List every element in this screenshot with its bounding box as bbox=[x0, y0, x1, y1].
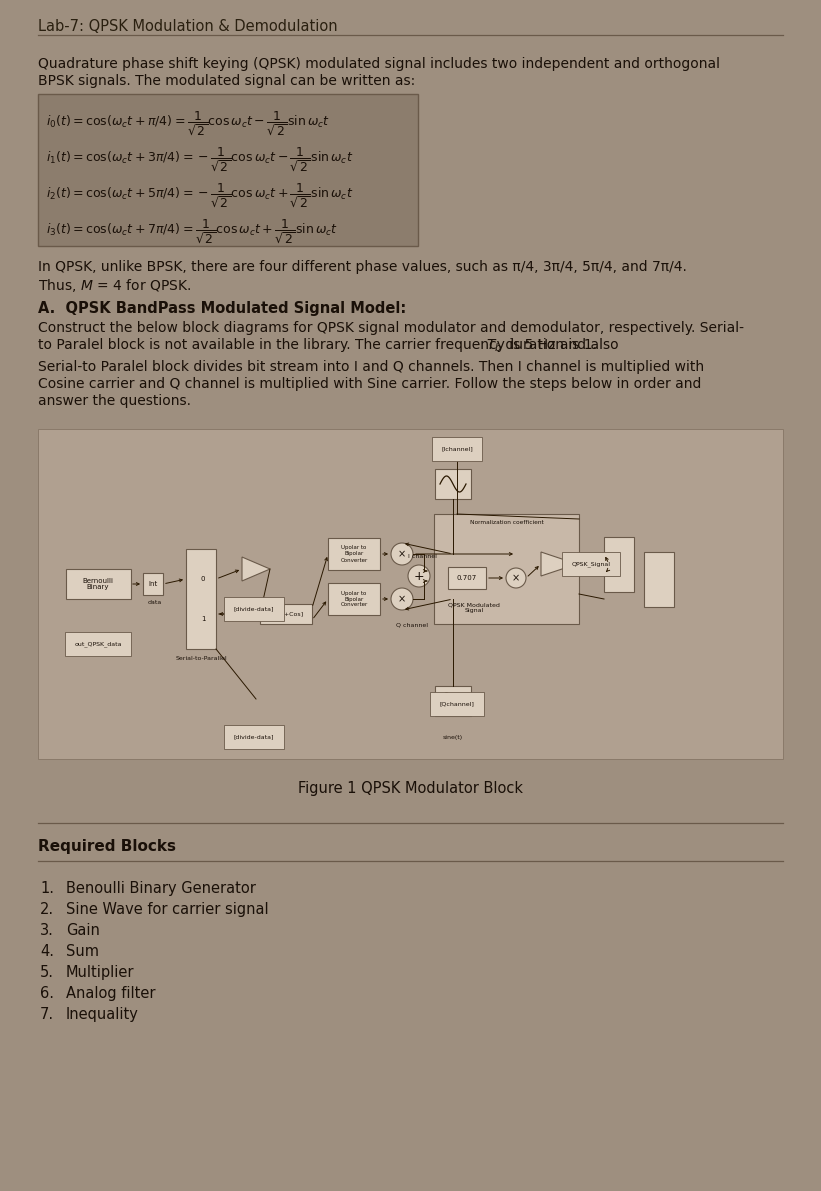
Text: $i_2(t) = \cos(\omega_c t + 5\pi/4) = -\dfrac{1}{\sqrt{2}}\cos\omega_c t + \dfra: $i_2(t) = \cos(\omega_c t + 5\pi/4) = -\… bbox=[46, 182, 353, 210]
Text: Converter: Converter bbox=[341, 603, 368, 607]
Text: Binary: Binary bbox=[87, 584, 109, 590]
Text: Lab-7: QPSK Modulation & Demodulation: Lab-7: QPSK Modulation & Demodulation bbox=[38, 19, 337, 35]
Text: 0.707: 0.707 bbox=[456, 575, 477, 581]
Text: Sine Wave for carrier signal: Sine Wave for carrier signal bbox=[66, 902, 268, 917]
FancyBboxPatch shape bbox=[328, 584, 380, 615]
Text: Converter: Converter bbox=[341, 557, 368, 562]
Text: to Paralel block is not available in the library. The carrier frequency is 5 Hz : to Paralel block is not available in the… bbox=[38, 338, 623, 353]
Text: out_QPSK_data: out_QPSK_data bbox=[74, 641, 122, 647]
Text: data: data bbox=[148, 599, 162, 605]
Text: cosine(t): cosine(t) bbox=[439, 447, 467, 451]
Text: 1.: 1. bbox=[40, 881, 54, 896]
Text: Bipolar: Bipolar bbox=[344, 551, 364, 556]
Circle shape bbox=[391, 543, 413, 565]
Text: A.  QPSK BandPass Modulated Signal Model:: A. QPSK BandPass Modulated Signal Model: bbox=[38, 301, 406, 316]
Text: Normalization coefficient: Normalization coefficient bbox=[470, 520, 544, 525]
FancyBboxPatch shape bbox=[434, 515, 579, 624]
Text: Bernoulli: Bernoulli bbox=[82, 578, 113, 584]
Text: Required Blocks: Required Blocks bbox=[38, 838, 176, 854]
Text: [divide-data]: [divide-data] bbox=[234, 735, 274, 740]
Text: Inequality: Inequality bbox=[66, 1008, 139, 1022]
Text: Analog filter: Analog filter bbox=[66, 986, 155, 1000]
Text: [divide-data]: [divide-data] bbox=[234, 606, 274, 611]
Text: [Ichannel]: [Ichannel] bbox=[441, 447, 473, 451]
Text: Cosine carrier and Q channel is multiplied with Sine carrier. Follow the steps b: Cosine carrier and Q channel is multipli… bbox=[38, 378, 701, 391]
Text: sine(t): sine(t) bbox=[443, 735, 463, 740]
Circle shape bbox=[506, 568, 526, 588]
Text: ×: × bbox=[398, 549, 406, 559]
Text: Q channel: Q channel bbox=[396, 623, 428, 628]
Text: Gain: Gain bbox=[66, 923, 100, 939]
FancyBboxPatch shape bbox=[604, 536, 634, 592]
Text: Int: Int bbox=[149, 581, 158, 587]
FancyBboxPatch shape bbox=[328, 538, 380, 570]
Polygon shape bbox=[242, 557, 270, 581]
Text: 1: 1 bbox=[201, 616, 205, 622]
Text: 3.: 3. bbox=[40, 923, 54, 939]
Text: QPSK Modulated
Signal: QPSK Modulated Signal bbox=[448, 603, 500, 613]
Text: $i_1(t) = \cos(\omega_c t + 3\pi/4) = -\dfrac{1}{\sqrt{2}}\cos\omega_c t - \dfra: $i_1(t) = \cos(\omega_c t + 3\pi/4) = -\… bbox=[46, 146, 353, 174]
Text: Serial-to-Parallel: Serial-to-Parallel bbox=[175, 656, 227, 661]
Circle shape bbox=[391, 588, 413, 610]
Text: [Sine+Cos]: [Sine+Cos] bbox=[268, 611, 304, 617]
FancyBboxPatch shape bbox=[448, 567, 486, 590]
Polygon shape bbox=[541, 551, 577, 576]
FancyBboxPatch shape bbox=[186, 549, 216, 649]
Text: 0: 0 bbox=[201, 576, 205, 582]
Text: ×: × bbox=[398, 594, 406, 604]
Text: Figure 1 QPSK Modulator Block: Figure 1 QPSK Modulator Block bbox=[298, 781, 523, 796]
Text: $i_3(t) = \cos(\omega_c t + 7\pi/4) = \dfrac{1}{\sqrt{2}}\cos\omega_c t + \dfrac: $i_3(t) = \cos(\omega_c t + 7\pi/4) = \d… bbox=[46, 218, 338, 247]
Text: answer the questions.: answer the questions. bbox=[38, 394, 191, 409]
Text: 5.: 5. bbox=[40, 965, 54, 980]
Text: duration is 1.: duration is 1. bbox=[501, 338, 597, 353]
FancyBboxPatch shape bbox=[38, 429, 783, 759]
Text: $i_0(t) = \cos(\omega_c t + \pi/4) = \dfrac{1}{\sqrt{2}}\cos\omega_c t - \dfrac{: $i_0(t) = \cos(\omega_c t + \pi/4) = \df… bbox=[46, 110, 330, 138]
Text: Construct the below block diagrams for QPSK signal modulator and demodulator, re: Construct the below block diagrams for Q… bbox=[38, 322, 744, 335]
FancyBboxPatch shape bbox=[435, 686, 471, 716]
Text: Bipolar: Bipolar bbox=[344, 597, 364, 601]
Text: Thus, $M$ = 4 for QPSK.: Thus, $M$ = 4 for QPSK. bbox=[38, 278, 191, 294]
Circle shape bbox=[408, 565, 430, 587]
Text: ×: × bbox=[512, 573, 520, 584]
Text: 2.: 2. bbox=[40, 902, 54, 917]
Text: I channel: I channel bbox=[407, 554, 437, 559]
Text: Serial-to Paralel block divides bit stream into I and Q channels. Then I channel: Serial-to Paralel block divides bit stre… bbox=[38, 360, 704, 374]
Text: Upolar to: Upolar to bbox=[342, 591, 367, 596]
Text: +: + bbox=[414, 569, 424, 582]
Text: 6.: 6. bbox=[40, 986, 54, 1000]
Text: Multiplier: Multiplier bbox=[66, 965, 135, 980]
Text: Quadrature phase shift keying (QPSK) modulated signal includes two independent a: Quadrature phase shift keying (QPSK) mod… bbox=[38, 57, 720, 71]
FancyBboxPatch shape bbox=[260, 604, 312, 624]
Text: $T_b$: $T_b$ bbox=[486, 338, 502, 355]
Text: Benoulli Binary Generator: Benoulli Binary Generator bbox=[66, 881, 256, 896]
Text: Upolar to: Upolar to bbox=[342, 545, 367, 550]
FancyBboxPatch shape bbox=[38, 94, 418, 247]
FancyBboxPatch shape bbox=[66, 569, 131, 599]
Text: Sum: Sum bbox=[66, 944, 99, 959]
Text: [Qchannel]: [Qchannel] bbox=[439, 701, 475, 706]
Text: BPSK signals. The modulated signal can be written as:: BPSK signals. The modulated signal can b… bbox=[38, 74, 415, 88]
Text: In QPSK, unlike BPSK, there are four different phase values, such as π/4, 3π/4, : In QPSK, unlike BPSK, there are four dif… bbox=[38, 260, 687, 274]
Text: 7.: 7. bbox=[40, 1008, 54, 1022]
FancyBboxPatch shape bbox=[435, 469, 471, 499]
FancyBboxPatch shape bbox=[644, 551, 674, 606]
Text: QPSK_Signal: QPSK_Signal bbox=[571, 561, 611, 567]
Text: 4.: 4. bbox=[40, 944, 54, 959]
FancyBboxPatch shape bbox=[143, 573, 163, 596]
